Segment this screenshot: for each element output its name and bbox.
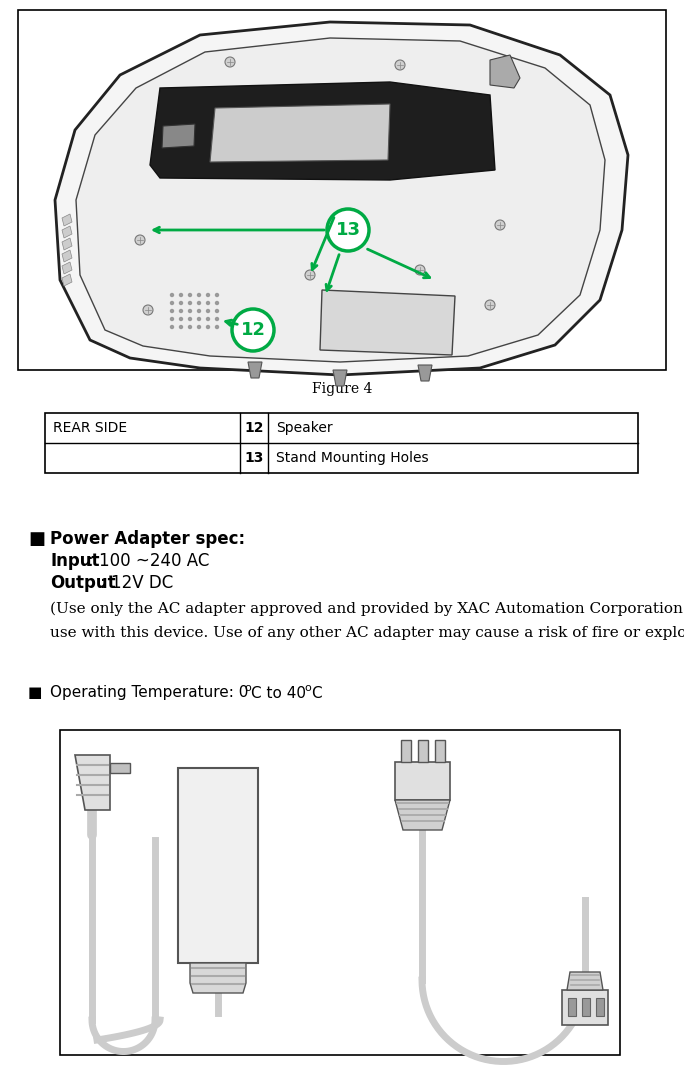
Bar: [110, 763, 130, 773]
Circle shape: [215, 308, 219, 313]
Text: : 100 ~240 AC: : 100 ~240 AC: [88, 552, 209, 570]
Polygon shape: [333, 369, 347, 386]
Text: 13: 13: [244, 451, 264, 465]
Circle shape: [415, 265, 425, 275]
Polygon shape: [55, 22, 628, 375]
Circle shape: [206, 308, 210, 313]
Text: 12: 12: [241, 321, 265, 340]
Polygon shape: [62, 262, 72, 274]
Circle shape: [188, 325, 192, 329]
Bar: [562, 990, 608, 1025]
Text: Speaker: Speaker: [276, 421, 332, 435]
Polygon shape: [76, 37, 605, 362]
Text: C: C: [311, 685, 321, 700]
Polygon shape: [62, 226, 72, 238]
Polygon shape: [395, 761, 450, 800]
Bar: [45, 413, 638, 473]
Polygon shape: [162, 124, 195, 148]
Text: 12: 12: [244, 421, 264, 435]
Polygon shape: [320, 290, 455, 355]
Circle shape: [197, 325, 201, 329]
Circle shape: [143, 305, 153, 315]
Text: Output: Output: [50, 574, 116, 592]
Circle shape: [225, 57, 235, 67]
Polygon shape: [248, 362, 262, 378]
Text: : 12V DC: : 12V DC: [100, 574, 173, 592]
Circle shape: [215, 292, 219, 297]
Polygon shape: [190, 963, 246, 993]
Text: Figure 4: Figure 4: [312, 382, 372, 396]
Bar: [418, 740, 428, 761]
Circle shape: [197, 308, 201, 313]
Circle shape: [232, 310, 274, 351]
Circle shape: [188, 292, 192, 297]
Circle shape: [305, 270, 315, 280]
Text: o: o: [244, 683, 251, 693]
Circle shape: [327, 209, 369, 251]
Text: use with this device. Use of any other AC adapter may cause a risk of fire or ex: use with this device. Use of any other A…: [50, 627, 684, 640]
Bar: [568, 998, 576, 1016]
Polygon shape: [490, 55, 520, 88]
Polygon shape: [395, 800, 450, 830]
Circle shape: [206, 325, 210, 329]
Text: ■: ■: [28, 530, 45, 548]
Polygon shape: [150, 82, 495, 180]
Circle shape: [395, 60, 405, 70]
Circle shape: [170, 317, 174, 321]
Polygon shape: [62, 274, 72, 286]
Circle shape: [179, 292, 183, 297]
Circle shape: [170, 292, 174, 297]
Circle shape: [188, 308, 192, 313]
Circle shape: [179, 301, 183, 305]
Text: C to 40: C to 40: [251, 685, 306, 700]
Circle shape: [170, 301, 174, 305]
Text: 13: 13: [335, 221, 360, 239]
Text: Operating Temperature: 0: Operating Temperature: 0: [50, 685, 248, 700]
Circle shape: [188, 301, 192, 305]
Text: REAR SIDE: REAR SIDE: [53, 421, 127, 435]
Polygon shape: [62, 214, 72, 226]
Bar: [18, 10, 666, 369]
Bar: [178, 768, 258, 963]
Text: Input: Input: [50, 552, 99, 570]
Text: o: o: [304, 683, 311, 693]
Polygon shape: [418, 365, 432, 381]
Circle shape: [206, 317, 210, 321]
Circle shape: [170, 308, 174, 313]
Polygon shape: [62, 238, 72, 250]
Circle shape: [197, 292, 201, 297]
Circle shape: [215, 317, 219, 321]
Bar: [401, 740, 411, 761]
Polygon shape: [62, 250, 72, 262]
Polygon shape: [567, 972, 603, 990]
Text: ■: ■: [28, 685, 42, 700]
Circle shape: [197, 301, 201, 305]
Circle shape: [495, 220, 505, 230]
Circle shape: [179, 308, 183, 313]
Polygon shape: [210, 104, 390, 162]
Circle shape: [485, 300, 495, 310]
Circle shape: [179, 325, 183, 329]
Circle shape: [215, 301, 219, 305]
Text: Power Adapter spec:: Power Adapter spec:: [50, 530, 245, 548]
Circle shape: [135, 235, 145, 245]
Circle shape: [188, 317, 192, 321]
Bar: [596, 998, 604, 1016]
Text: (Use only the AC adapter approved and provided by XAC Automation Corporation for: (Use only the AC adapter approved and pr…: [50, 602, 684, 617]
Circle shape: [215, 325, 219, 329]
Polygon shape: [75, 755, 110, 810]
Circle shape: [197, 317, 201, 321]
Bar: [435, 740, 445, 761]
Circle shape: [170, 325, 174, 329]
Bar: [582, 998, 590, 1016]
Circle shape: [179, 317, 183, 321]
Circle shape: [206, 292, 210, 297]
Circle shape: [206, 301, 210, 305]
Bar: [60, 730, 620, 1055]
Text: Stand Mounting Holes: Stand Mounting Holes: [276, 451, 429, 465]
